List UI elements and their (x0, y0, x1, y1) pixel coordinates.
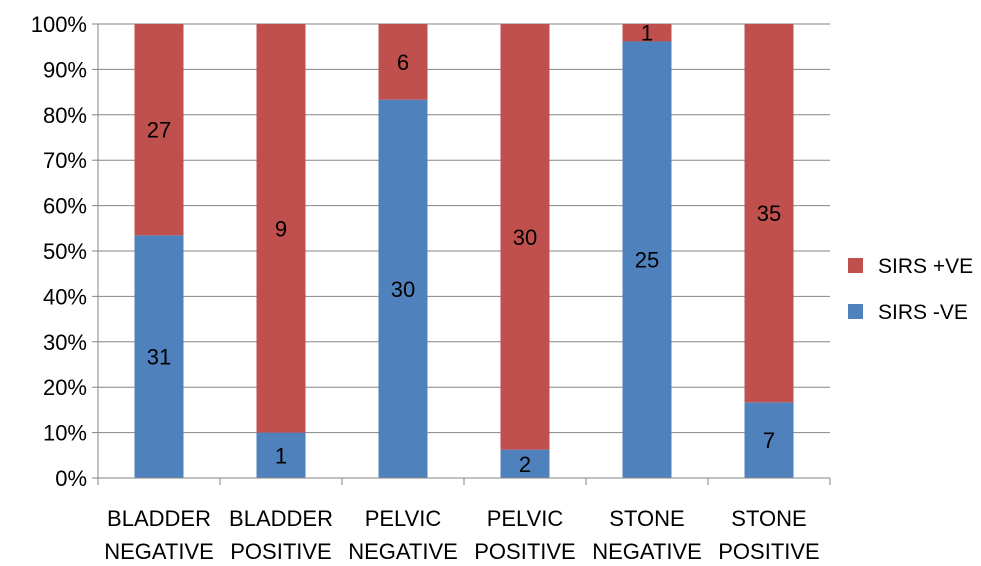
legend-label: SIRS -VE (878, 301, 968, 324)
bar-segment-sirs-pos (134, 24, 184, 236)
legend-swatch (848, 258, 863, 273)
x-tick-label: POSITIVE (474, 539, 575, 564)
bar-segment-sirs-neg (500, 449, 550, 478)
y-tick-label: 70% (43, 148, 87, 173)
y-tick-label: 20% (43, 375, 87, 400)
bar-segment-sirs-pos (378, 24, 428, 100)
data-label: 27 (147, 118, 171, 143)
gridlines (98, 23, 830, 434)
bar-segment-sirs-neg (744, 402, 794, 478)
data-label: 31 (147, 345, 171, 370)
x-tick-label: POSITIVE (718, 539, 819, 564)
data-label: 30 (513, 225, 537, 250)
bar-segment-sirs-pos (500, 24, 550, 450)
bar-segment-sirs-neg (378, 99, 428, 479)
y-tick-label: 30% (43, 330, 87, 355)
x-tick-label: POSITIVE (230, 539, 331, 564)
bar-segment-sirs-pos (622, 24, 672, 42)
x-tick-label: NEGATIVE (104, 539, 214, 564)
data-label: 35 (757, 201, 781, 226)
y-tick-label: 90% (43, 57, 87, 82)
data-label: 9 (275, 216, 287, 241)
data-labels: 31 27 1 9 30 6 2 30 25 1 7 35 (147, 21, 781, 477)
y-tick-label: 40% (43, 284, 87, 309)
y-axis-tick-labels: 0% 10% 20% 30% 40% 50% 60% 70% 80% 90% 100% (31, 12, 87, 491)
data-label: 25 (635, 248, 659, 273)
bar-segment-sirs-neg (622, 41, 672, 478)
bar-segment-sirs-neg (256, 432, 306, 478)
data-label: 6 (397, 50, 409, 75)
bars (134, 24, 794, 479)
legend-label: SIRS +VE (878, 255, 973, 278)
legend: SIRS +VE SIRS -VE (848, 255, 973, 324)
y-tick-label: 50% (43, 239, 87, 264)
y-tick-label: 100% (31, 12, 87, 37)
bar-segment-sirs-pos (256, 24, 306, 433)
x-tick-label: NEGATIVE (348, 539, 458, 564)
axes (92, 23, 831, 485)
x-axis-tick-labels: BLADDER NEGATIVE BLADDER POSITIVE PELVIC NEGA… (104, 506, 820, 564)
bar-segment-sirs-neg (134, 235, 184, 478)
data-label: 1 (641, 21, 653, 46)
data-label: 2 (519, 452, 531, 477)
x-tick-label: STONE (609, 506, 684, 531)
y-tick-label: 0% (55, 466, 87, 491)
x-tick-label: PELVIC (365, 506, 442, 531)
data-label: 30 (391, 277, 415, 302)
x-tick-label: PELVIC (487, 506, 564, 531)
x-tick-label: BLADDER (107, 506, 211, 531)
data-label: 1 (275, 443, 287, 468)
y-tick-label: 10% (43, 421, 87, 446)
x-tick-label: STONE (731, 506, 806, 531)
x-tick-label: BLADDER (229, 506, 333, 531)
legend-swatch (848, 304, 863, 319)
bar-segment-sirs-pos (744, 24, 794, 403)
y-tick-label: 60% (43, 194, 87, 219)
y-tick-label: 80% (43, 103, 87, 128)
data-label: 7 (763, 428, 775, 453)
x-tick-label: NEGATIVE (592, 539, 702, 564)
